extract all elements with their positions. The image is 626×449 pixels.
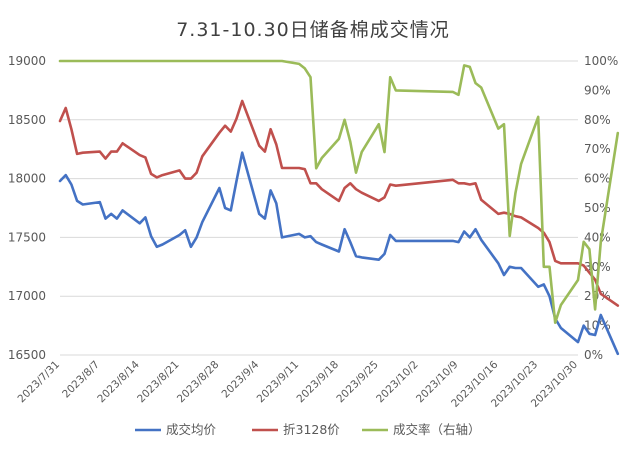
y-tick-label: 18000 xyxy=(8,172,46,186)
y2-tick-label: 50% xyxy=(584,201,611,215)
legend-label: 成交均价 xyxy=(166,422,217,437)
y-tick-label: 17500 xyxy=(8,230,46,244)
y-tick-label: 17000 xyxy=(8,289,46,303)
legend: 成交均价 折3128价 成交率（右轴） xyxy=(135,422,481,437)
x-tick-label: 2023/8/28 xyxy=(175,359,222,406)
chart-title: 7.31-10.30日储备棉成交情况 xyxy=(176,19,450,41)
x-tick-label: 2023/9/11 xyxy=(255,359,302,406)
x-tick-label: 2023/7/31 xyxy=(16,359,63,406)
y-tick-label: 19000 xyxy=(8,54,46,68)
x-tick-label: 2023/9/4 xyxy=(220,358,262,400)
y-axis-left: 16500 17000 17500 18000 18500 19000 xyxy=(8,54,46,362)
y2-tick-label: 60% xyxy=(584,172,611,186)
series-line-2 xyxy=(58,99,620,307)
series-line-1 xyxy=(58,151,620,356)
legend-label: 折3128价 xyxy=(283,422,340,437)
series-layer xyxy=(58,59,620,356)
x-axis: 2023/7/312023/8/72023/8/142023/8/212023/… xyxy=(16,358,581,410)
gridlines xyxy=(60,60,578,356)
y2-tick-label: 40% xyxy=(584,230,611,244)
y-axis-right: 0%10%20%30%40%50%60%70%80%90%100% xyxy=(584,54,618,362)
y2-tick-label: 90% xyxy=(584,83,611,97)
x-tick-label: 2023/10/2 xyxy=(374,359,421,406)
y2-tick-label: 80% xyxy=(584,113,611,127)
legend-label: 成交率（右轴） xyxy=(393,422,481,437)
y2-tick-label: 70% xyxy=(584,142,611,156)
series-line-3 xyxy=(58,59,620,325)
x-tick-label: 2023/8/7 xyxy=(60,359,102,401)
x-tick-label: 2023/8/21 xyxy=(135,359,182,406)
y-tick-label: 16500 xyxy=(8,348,46,362)
x-tick-label: 2023/9/25 xyxy=(334,359,381,406)
y-tick-label: 18500 xyxy=(8,113,46,127)
y2-tick-label: 0% xyxy=(584,348,603,362)
y2-tick-label: 100% xyxy=(584,54,618,68)
x-tick-label: 2023/8/14 xyxy=(95,358,142,405)
x-tick-label: 2023/9/18 xyxy=(294,359,341,406)
